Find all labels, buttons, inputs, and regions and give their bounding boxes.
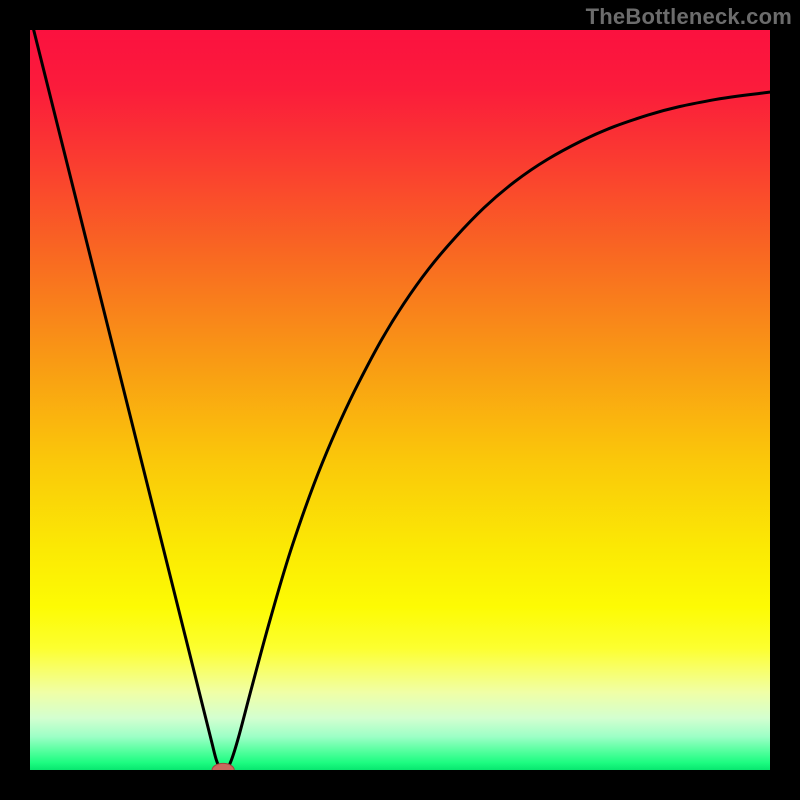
plot-area [30, 30, 770, 770]
chart-frame: TheBottleneck.com [0, 0, 800, 800]
curve-layer [30, 30, 770, 770]
watermark-text: TheBottleneck.com [586, 4, 792, 30]
bottleneck-curve [30, 30, 770, 770]
